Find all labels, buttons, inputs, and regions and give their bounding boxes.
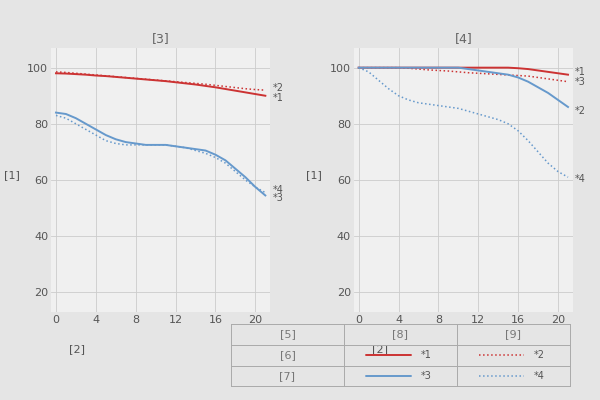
X-axis label: [2]: [2] bbox=[372, 344, 388, 354]
Text: [8]: [8] bbox=[392, 330, 409, 340]
Text: [9]: [9] bbox=[505, 330, 521, 340]
Text: *4: *4 bbox=[534, 371, 545, 381]
Text: *3: *3 bbox=[272, 193, 283, 203]
Text: [7]: [7] bbox=[280, 371, 295, 381]
Title: [3]: [3] bbox=[152, 32, 170, 46]
Text: [6]: [6] bbox=[280, 350, 295, 360]
Text: *2: *2 bbox=[575, 106, 586, 116]
Y-axis label: [1]: [1] bbox=[306, 170, 322, 180]
Text: *2: *2 bbox=[272, 83, 284, 93]
Text: *1: *1 bbox=[272, 93, 283, 103]
Text: *2: *2 bbox=[534, 350, 545, 360]
Text: *3: *3 bbox=[575, 77, 586, 87]
Text: *4: *4 bbox=[272, 185, 283, 195]
Text: *1: *1 bbox=[575, 68, 586, 78]
X-axis label: [2]: [2] bbox=[70, 344, 85, 354]
Text: *1: *1 bbox=[421, 350, 431, 360]
Text: *3: *3 bbox=[421, 371, 431, 381]
Y-axis label: [1]: [1] bbox=[4, 170, 19, 180]
Title: [4]: [4] bbox=[454, 32, 472, 46]
Text: [5]: [5] bbox=[280, 330, 295, 340]
Text: *4: *4 bbox=[575, 174, 586, 184]
